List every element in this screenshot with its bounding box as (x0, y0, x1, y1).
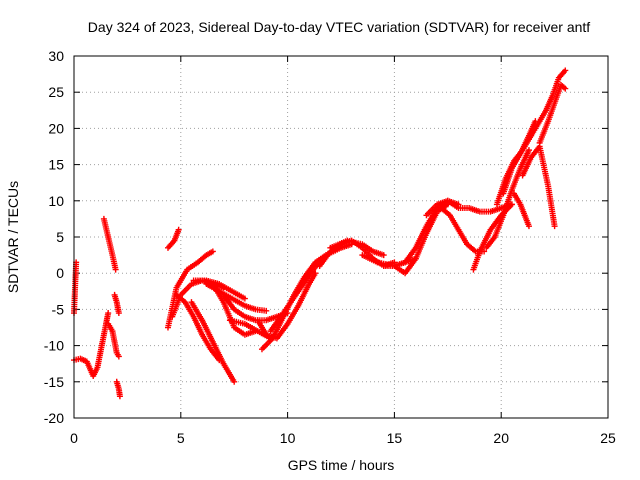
y-tick-label: 5 (56, 229, 64, 245)
data-point (115, 353, 122, 360)
data-series-arc-4 (105, 320, 122, 360)
data-point (508, 201, 515, 208)
y-tick-label: 30 (48, 48, 64, 64)
data-series-arc-6 (113, 378, 123, 400)
data-point (175, 226, 182, 233)
data-series-arc-28 (483, 147, 532, 251)
data-series-arc-33 (528, 67, 569, 139)
data-series-arc-21 (327, 237, 387, 259)
data-series-arc-1 (71, 310, 112, 380)
data-point (105, 310, 112, 317)
y-tick-label: 20 (48, 120, 64, 136)
plot-frame (73, 55, 609, 419)
data-series-arc-19 (267, 241, 355, 335)
y-tick-label: -10 (44, 338, 64, 354)
data-series-arc-30 (500, 118, 539, 197)
x-tick-label: 10 (280, 430, 296, 446)
data-point (263, 307, 270, 314)
x-tick-label: 15 (387, 430, 403, 446)
gridlines (73, 55, 609, 419)
data-series-arc-3 (100, 215, 119, 273)
chart-title: Day 324 of 2023, Sidereal Day-to-day VTE… (88, 19, 591, 35)
plot-markers (71, 67, 569, 400)
data-series-arc-34 (536, 81, 569, 146)
y-tick-label: -15 (44, 374, 64, 390)
y-tick-label: 10 (48, 193, 64, 209)
data-point (112, 266, 119, 273)
data-series-arc-2 (71, 259, 80, 317)
data-series-arc-25 (423, 197, 515, 219)
data-point (525, 223, 532, 230)
tick-labels: -20 -15 -10 -5 0 5 10 15 20 25 30 0 5 10 15 20 25 (44, 48, 616, 446)
data-point (562, 67, 569, 74)
y-axis-label: SDTVAR / TECUs (5, 181, 21, 293)
data-point (116, 393, 123, 400)
data-series-arc-11 (188, 299, 238, 385)
y-tick-label: 25 (48, 84, 64, 100)
y-tick-label: 15 (48, 157, 64, 173)
data-series-arc-12 (190, 277, 248, 302)
y-tick-label: 0 (56, 265, 64, 281)
data-series-arc-32 (519, 143, 558, 230)
x-tick-label: 25 (600, 430, 616, 446)
data-series-arc-10 (173, 291, 223, 364)
data-point (562, 85, 569, 92)
data-point (115, 310, 122, 317)
data-point (209, 248, 216, 255)
data-point (231, 378, 238, 385)
x-axis-label: GPS time / hours (288, 457, 395, 473)
y-tick-label: -20 (44, 410, 64, 426)
data-series-arc-17 (254, 270, 319, 342)
data-series-arc-31 (511, 190, 532, 230)
x-tick-label: 20 (493, 430, 509, 446)
data-series-arc-5 (111, 291, 122, 317)
data-point (525, 147, 532, 154)
data-series-arc-7 (164, 226, 182, 251)
data-point (551, 223, 558, 230)
data-point (241, 295, 248, 302)
x-tick-label: 5 (177, 430, 185, 446)
data-series-arc-8 (164, 248, 216, 331)
data-point (380, 252, 387, 259)
x-tick-label: 0 (70, 430, 78, 446)
y-tick-label: -5 (52, 301, 65, 317)
